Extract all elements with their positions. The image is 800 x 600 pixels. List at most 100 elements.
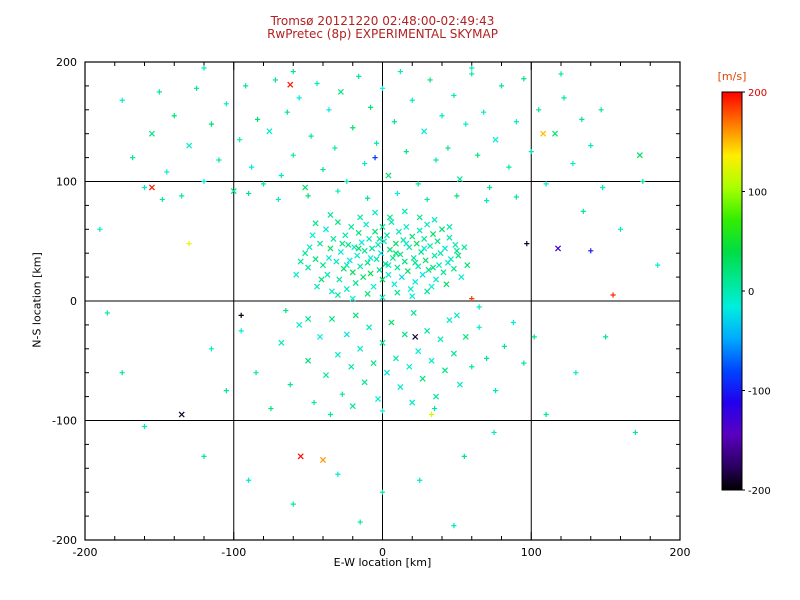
- colorbar-tick-label: 0: [748, 287, 754, 298]
- data-point-cross: [148, 130, 155, 137]
- data-point-plus: [119, 370, 125, 376]
- data-point-plus: [268, 405, 274, 412]
- data-point-plus: [498, 83, 505, 89]
- data-point-plus: [159, 196, 165, 203]
- colorbar-tick-label: -100: [748, 387, 771, 398]
- data-point-plus: [372, 155, 378, 161]
- data-point-cross: [367, 270, 374, 277]
- data-point-plus: [461, 453, 467, 459]
- data-point-cross: [410, 309, 417, 316]
- data-point-plus: [451, 92, 457, 99]
- data-point-plus: [487, 184, 493, 191]
- data-point-cross: [328, 315, 335, 322]
- data-point-cross: [379, 339, 386, 346]
- data-point-cross: [364, 290, 371, 297]
- data-point-cross: [361, 379, 368, 386]
- data-point-cross: [373, 256, 380, 263]
- data-point-plus: [580, 208, 586, 214]
- data-point-cross: [178, 411, 185, 418]
- data-point-plus: [558, 71, 564, 77]
- data-point-cross: [461, 244, 468, 251]
- data-point-plus: [249, 164, 255, 170]
- data-point-plus: [208, 121, 215, 127]
- data-point-cross: [438, 226, 446, 233]
- data-point-plus: [253, 370, 259, 376]
- data-point-plus: [484, 198, 490, 204]
- data-point-plus: [588, 248, 594, 254]
- data-point-plus: [335, 188, 341, 194]
- data-point-cross: [441, 367, 448, 374]
- data-point-plus: [475, 152, 481, 158]
- data-point-cross: [357, 263, 364, 270]
- data-point-cross: [376, 266, 383, 273]
- data-point-cross: [441, 245, 448, 252]
- data-point-cross: [334, 219, 341, 226]
- data-point-plus: [431, 405, 438, 412]
- data-point-cross: [421, 245, 428, 252]
- data-point-plus: [179, 193, 185, 199]
- data-point-cross: [319, 262, 327, 269]
- data-point-cross: [424, 327, 431, 334]
- data-point-cross: [366, 235, 373, 242]
- data-point-plus: [610, 292, 616, 298]
- y-tick-label: 100: [56, 176, 77, 189]
- data-point-plus: [617, 226, 624, 232]
- data-point-cross: [431, 216, 438, 223]
- data-point-cross: [361, 247, 368, 254]
- data-point-cross: [318, 276, 325, 283]
- data-point-plus: [332, 145, 338, 151]
- data-point-plus: [445, 145, 451, 151]
- data-point-plus: [528, 149, 534, 155]
- data-point-cross: [379, 294, 386, 301]
- data-point-plus: [164, 169, 170, 175]
- data-point-cross: [345, 241, 352, 248]
- data-point-cross: [446, 317, 453, 324]
- data-point-plus: [237, 137, 243, 143]
- data-point-plus: [655, 262, 661, 268]
- data-point-cross: [278, 339, 285, 346]
- data-point-cross: [337, 88, 344, 95]
- data-point-plus: [427, 77, 433, 83]
- colorbar: [721, 91, 743, 491]
- data-point-cross: [388, 219, 395, 226]
- data-point-cross: [389, 254, 396, 262]
- data-point-cross: [376, 235, 383, 242]
- data-point-plus: [356, 73, 362, 79]
- data-point-cross: [458, 274, 465, 281]
- data-point-cross: [421, 235, 428, 242]
- data-point-cross: [540, 130, 547, 137]
- data-point-cross: [421, 128, 428, 135]
- data-point-cross: [357, 345, 364, 352]
- data-point-cross: [360, 274, 367, 281]
- y-tick-label: 0: [70, 295, 77, 308]
- data-point-cross: [305, 357, 312, 364]
- data-point-cross: [437, 336, 444, 343]
- data-point-plus: [344, 178, 350, 185]
- data-point-cross: [407, 286, 414, 293]
- data-point-plus: [424, 196, 430, 203]
- data-point-cross: [337, 248, 344, 256]
- data-point-cross: [456, 381, 463, 388]
- data-point-cross: [401, 208, 408, 215]
- data-point-plus: [379, 489, 386, 495]
- data-point-plus: [433, 157, 439, 163]
- data-point-cross: [403, 223, 410, 230]
- data-point-cross: [351, 244, 358, 251]
- data-point-cross: [394, 264, 401, 271]
- data-point-plus: [513, 194, 519, 200]
- data-point-cross: [297, 258, 304, 265]
- data-point-plus: [368, 104, 374, 111]
- data-point-plus: [531, 334, 537, 340]
- data-point-cross: [363, 221, 370, 228]
- data-point-plus: [238, 312, 244, 318]
- data-point-plus: [141, 423, 148, 430]
- data-point-plus: [246, 190, 252, 197]
- data-point-cross: [404, 268, 411, 275]
- data-point-cross: [409, 233, 416, 240]
- data-point-plus: [536, 107, 542, 113]
- data-point-plus: [492, 388, 499, 394]
- data-point-cross: [412, 259, 419, 266]
- data-point-cross: [306, 244, 313, 251]
- data-point-cross: [334, 292, 341, 299]
